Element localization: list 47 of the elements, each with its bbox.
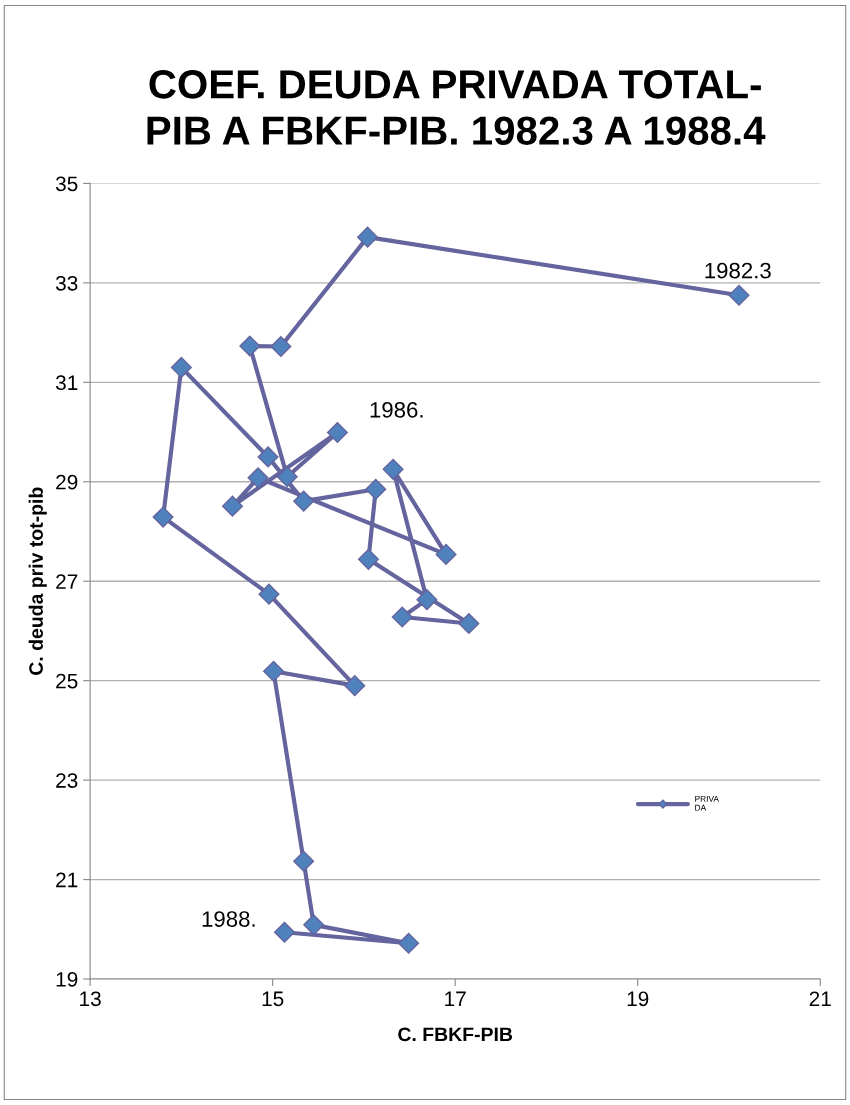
y-tick-label: 35: [55, 176, 78, 192]
annotation: 1986.: [370, 401, 423, 418]
y-tick-label: 33: [55, 275, 78, 291]
point: [293, 490, 315, 512]
point: [273, 921, 296, 943]
point: [303, 914, 325, 936]
point: [458, 612, 480, 635]
point: [357, 548, 379, 570]
y-tick-label: 19: [56, 972, 78, 987]
y-tick-label: 31: [55, 375, 78, 391]
y-axis-title: C. deuda priv tot-pib: [28, 487, 47, 675]
y-tick-label: 29: [56, 474, 78, 490]
chart-title: COEF. DEUDA PRIVADA TOTAL- PIB A FBKF-PIB. 1982.3 A 1988.4: [147, 70, 766, 145]
point: [247, 467, 269, 489]
point: [416, 589, 438, 611]
point: [326, 422, 348, 444]
y-tick-label: 27: [56, 574, 78, 589]
point: [170, 356, 192, 378]
point: [293, 850, 315, 872]
point: [276, 466, 298, 488]
point: [728, 284, 750, 306]
point: [257, 446, 279, 468]
y-tick-label: 23: [56, 773, 78, 788]
annotation: 1988.: [202, 911, 255, 927]
x-axis-title: C. FBKF-PIB: [398, 1027, 513, 1042]
point: [382, 458, 404, 480]
x-tick-label: 15: [262, 991, 284, 1007]
point: [357, 226, 379, 248]
y-tick-label: 21: [56, 872, 78, 888]
x-tick-label: 13: [80, 991, 101, 1007]
point: [365, 478, 387, 500]
point: [270, 336, 292, 358]
text: PRIVA DA: [695, 795, 719, 811]
point: [398, 932, 420, 954]
point: [435, 543, 457, 565]
x-tick-label: 17: [445, 991, 466, 1006]
x-tick-label: 19: [627, 991, 649, 1007]
point: [391, 606, 413, 628]
x-tick-label: 21: [809, 991, 831, 1006]
point: [344, 675, 366, 697]
annotation: 1982.3: [705, 262, 771, 279]
point: [258, 583, 280, 605]
point: [263, 660, 285, 682]
point: [152, 506, 174, 528]
point: [239, 335, 261, 357]
y-tick-label: 25: [56, 673, 78, 689]
point: [221, 495, 243, 517]
